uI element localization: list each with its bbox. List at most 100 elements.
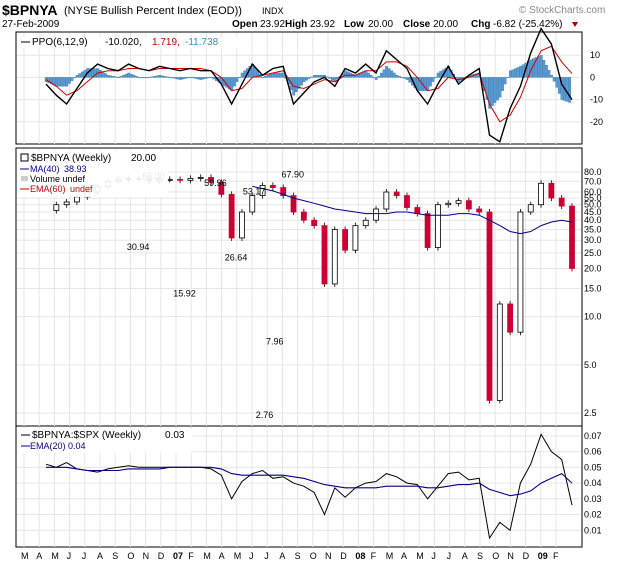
- price-candle: [435, 204, 441, 248]
- ppo-panel-frame: [15, 31, 583, 145]
- ppo-histogram-bar: [140, 77, 143, 79]
- price-candle: [569, 205, 575, 269]
- ppo-histogram-bar: [119, 76, 123, 78]
- chg-value: -6.82 (-25.42%): [493, 19, 562, 30]
- ppo-histogram-bar: [501, 77, 504, 91]
- watermark: © StockCharts.com: [519, 5, 605, 16]
- ppo-histogram-bar: [331, 77, 334, 81]
- price-y-tick: 5.0: [584, 360, 597, 370]
- ema20-line: [46, 466, 573, 497]
- ppo-histogram-bar: [539, 55, 543, 78]
- ppo-histogram-bar: [325, 76, 329, 78]
- ppo-histogram-bar: [150, 76, 154, 78]
- ppo-histogram-bar: [235, 77, 239, 82]
- ppo-histogram-bar: [68, 77, 71, 84]
- ppo-histogram-bar: [382, 69, 386, 78]
- ppo-histogram-bar: [555, 77, 559, 88]
- ppo-histogram-bar: [403, 77, 406, 79]
- ppo-y-tick: -10: [590, 95, 603, 105]
- ppo-histogram-bar: [418, 77, 422, 91]
- ppo-histogram-bar: [55, 77, 58, 87]
- price-candle: [558, 197, 565, 207]
- price-candle: [321, 225, 328, 285]
- ppo-histogram-bar: [189, 77, 192, 79]
- ppo-histogram-bar: [516, 67, 520, 78]
- price-y-tick: 55.0: [584, 193, 602, 203]
- price-candle: [187, 177, 194, 181]
- x-tick-label: M: [203, 551, 211, 561]
- ppo-histogram-bar: [269, 73, 272, 78]
- price-candle: [424, 213, 431, 248]
- price-annotation: 53.17: [243, 186, 266, 196]
- ratio-legend: $BPNYA:$SPX (Weekly) 0.03 EMA(20) 0.04: [18, 429, 193, 453]
- price-candle: [486, 211, 493, 401]
- price-y-tick: 70.0: [584, 176, 602, 186]
- price-annotation: 2.76: [256, 410, 274, 420]
- ppo-histogram-bar: [405, 77, 409, 80]
- ppo-histogram-bar: [57, 77, 61, 87]
- price-annotation: 15.92: [173, 288, 196, 298]
- x-tick-label: M: [416, 551, 424, 561]
- ppo-histogram-bar: [380, 72, 383, 78]
- x-tick-label: J: [249, 551, 254, 561]
- ppo-histogram-bar: [202, 77, 205, 80]
- ratio-ema-value: 0.04: [68, 441, 86, 451]
- ppo-histogram-bar: [374, 77, 378, 80]
- price-candle: [249, 195, 256, 213]
- ppo-histogram-bar: [496, 77, 499, 101]
- price-y-tick: 40.0: [584, 215, 602, 225]
- ppo-histogram-bar: [233, 77, 236, 87]
- price-y-tick: 25.0: [584, 248, 602, 258]
- ppo-histogram-bar: [114, 76, 118, 78]
- ppo-histogram-bar: [65, 77, 69, 87]
- ppo-histogram-bar: [547, 70, 551, 78]
- price-candle: [527, 204, 534, 213]
- price-y-tick: 80.0: [584, 167, 602, 177]
- price-candle: [538, 182, 544, 206]
- ppo-histogram-bar: [155, 75, 159, 78]
- ppo-histogram-bar: [565, 77, 569, 102]
- price-legend: $BPNYA (Weekly) 20.00 MA(40) 38.93 Volum…: [18, 151, 168, 197]
- ppo-histogram-bar: [367, 72, 370, 78]
- ppo-histogram-bar: [209, 77, 213, 79]
- ppo-histogram-bar: [550, 75, 553, 78]
- price-y-tick: 10.0: [584, 312, 602, 322]
- ratio-y-tick: 0.02: [584, 510, 602, 520]
- ppo-legend-name: PPO(6,12,9): [32, 37, 88, 48]
- ppo-histogram-bar: [297, 77, 301, 89]
- price-candle: [548, 182, 555, 199]
- ppo-histogram-bar: [60, 77, 64, 87]
- x-tick-label: D: [158, 551, 165, 561]
- ppo-histogram-bar: [240, 72, 244, 78]
- ppo-histogram-bar: [80, 71, 84, 78]
- ppo-histogram-bar: [307, 77, 311, 79]
- price-legend-name: $BPNYA (Weekly): [31, 153, 111, 164]
- price-candle: [393, 191, 400, 196]
- ppo-histogram-bar: [199, 77, 203, 80]
- price-candle: [414, 207, 421, 214]
- ppo-histogram-bar: [147, 77, 151, 79]
- ppo-histogram-bar: [163, 76, 167, 78]
- price-candle: [352, 225, 359, 251]
- ppo-histogram-bar: [343, 70, 347, 78]
- price-y-tick: 2.5: [584, 408, 597, 418]
- ppo-histogram-bar: [395, 75, 399, 78]
- price-panel: 80.070.060.055.050.045.040.035.030.0 25.0…: [17, 167, 602, 420]
- ppo-histogram-bar: [490, 77, 494, 106]
- ppo-histogram-bar: [423, 77, 427, 91]
- price-candle: [259, 184, 266, 196]
- open-label: Open: [232, 19, 258, 30]
- ppo-histogram-bar: [181, 77, 185, 80]
- x-tick-label: O: [492, 551, 499, 561]
- ppo-histogram-bar: [351, 73, 355, 78]
- ppo-histogram-bar: [506, 77, 510, 79]
- price-candle: [74, 196, 80, 203]
- ppo-line: [45, 27, 573, 143]
- price-candle: [280, 187, 287, 196]
- symbol-title: $BPNYA: [2, 2, 58, 18]
- ppo-histogram-bar: [560, 77, 564, 100]
- ppo-histogram-bar: [519, 66, 522, 78]
- ppo-legend: PPO(6,12,9) -10.020, 1.719, -11.738: [20, 37, 250, 48]
- ppo-histogram-bar: [426, 77, 430, 91]
- x-tick-label: A: [36, 551, 42, 561]
